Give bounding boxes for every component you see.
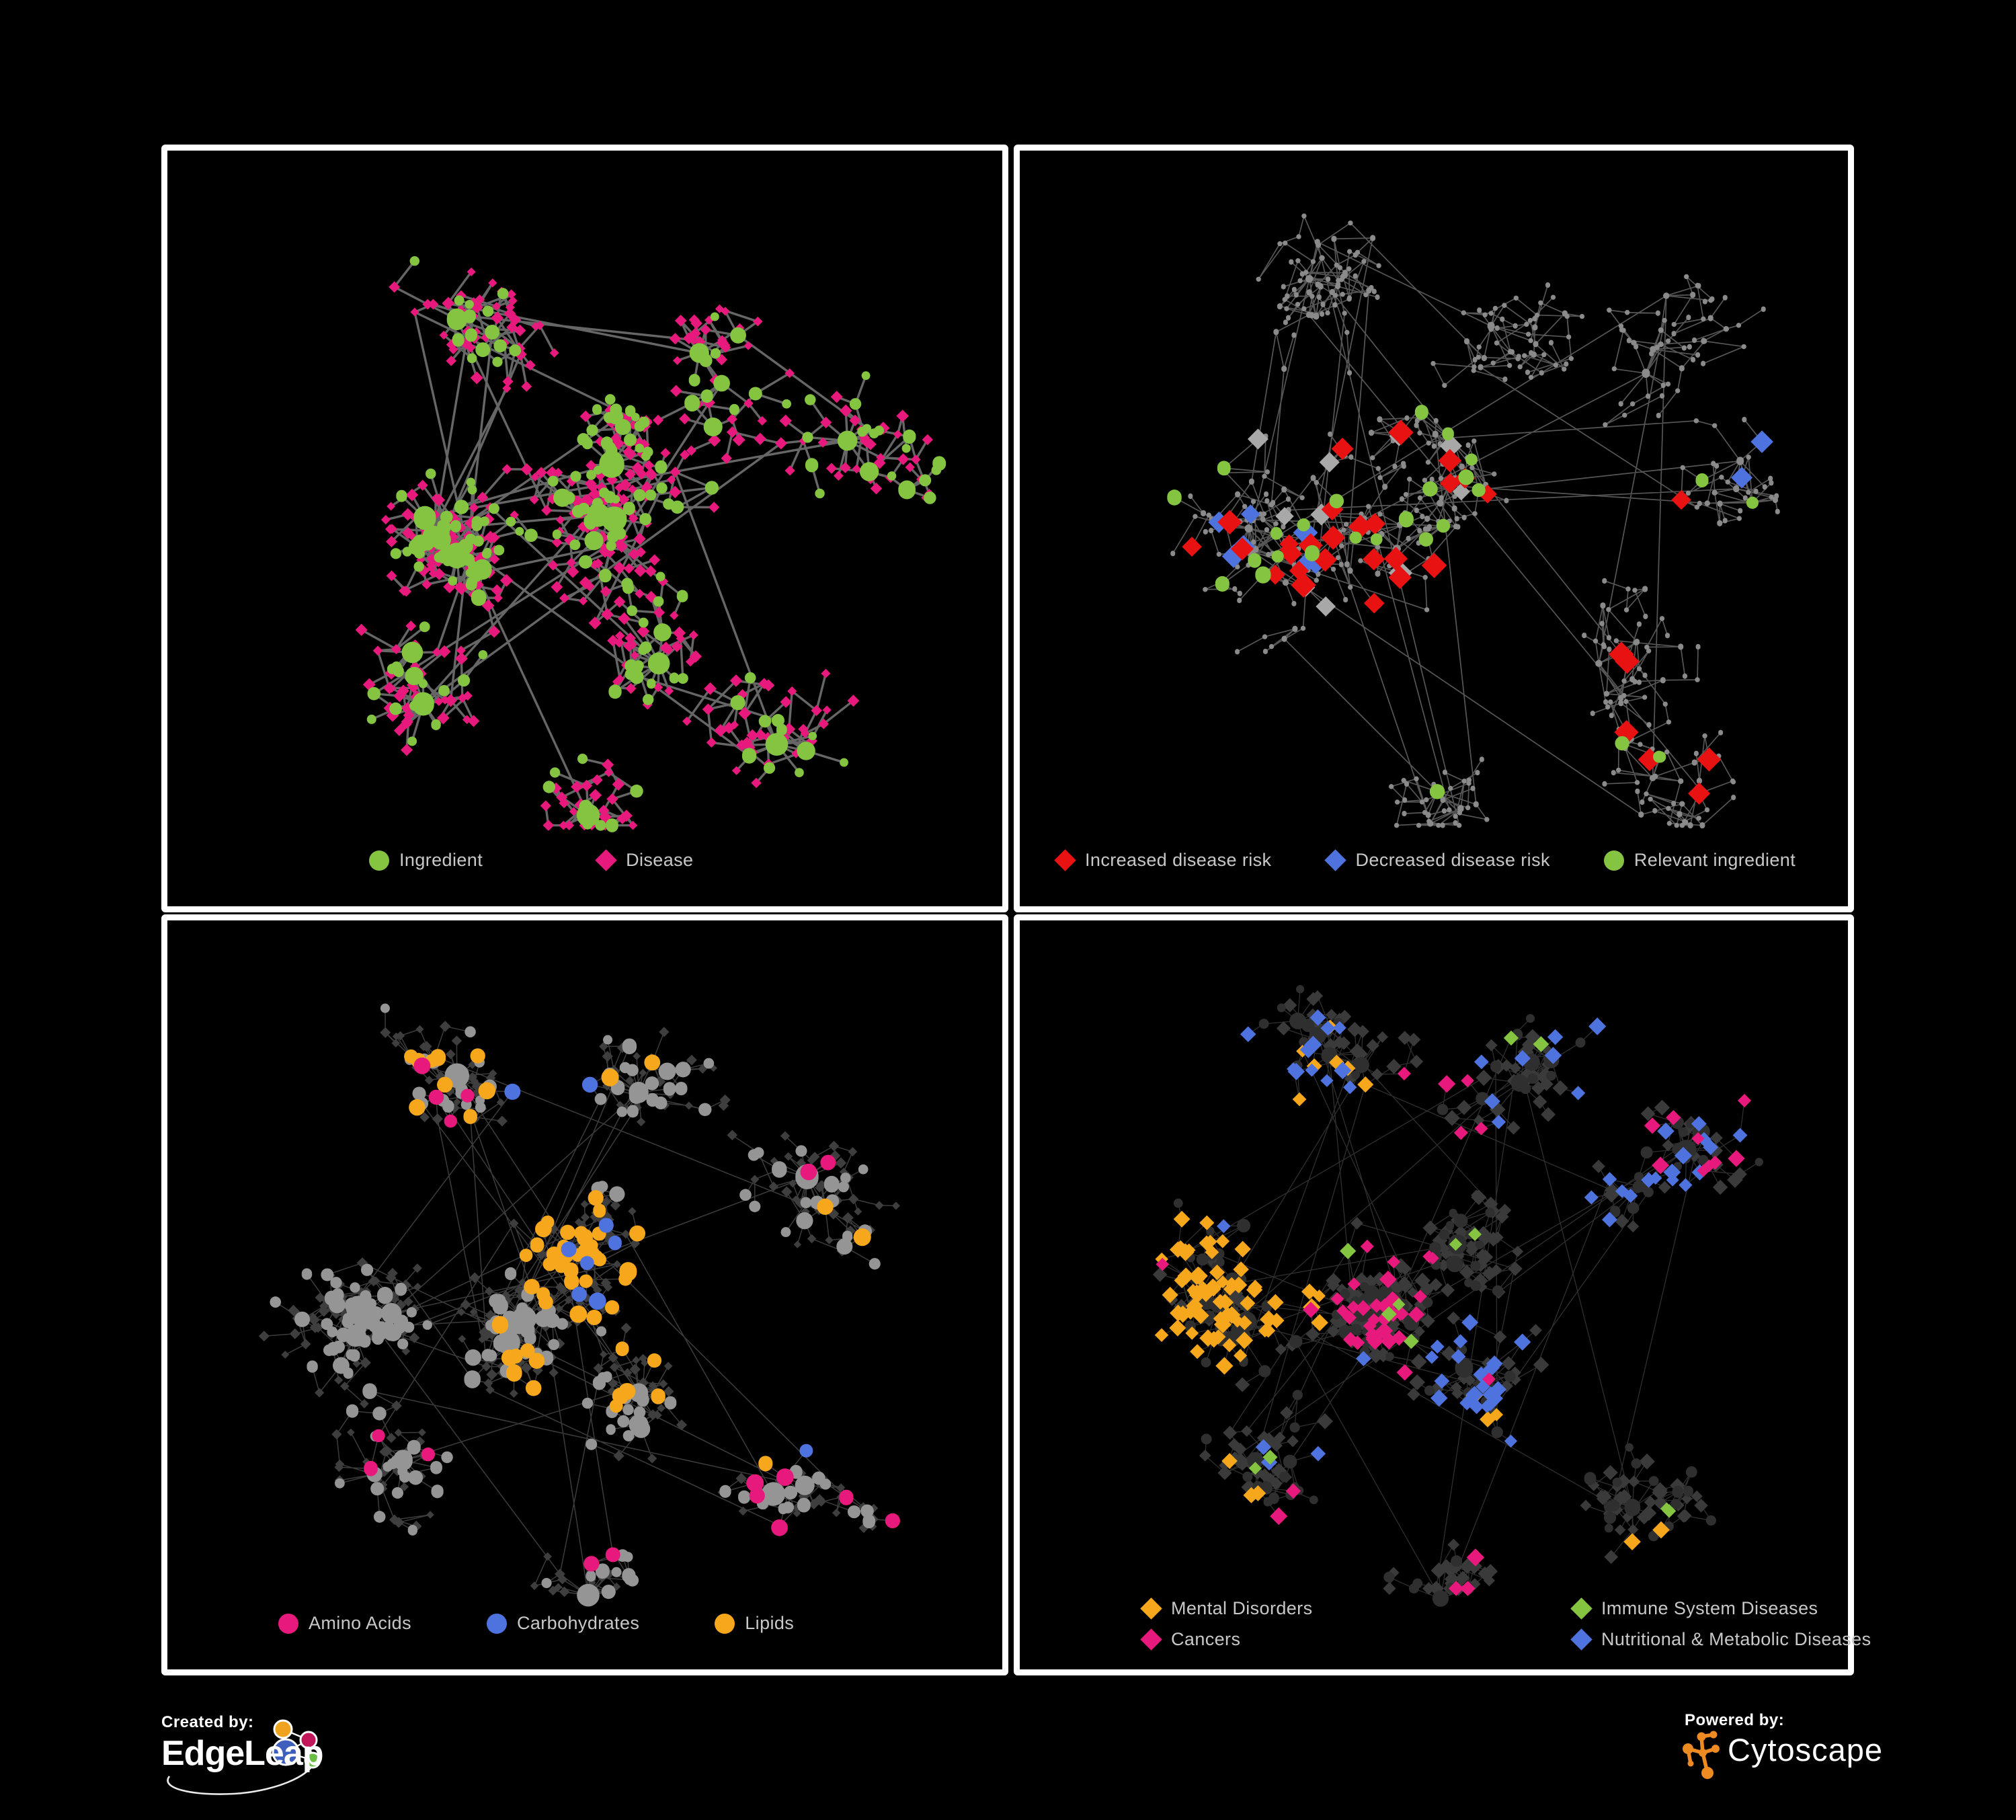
network-svg-1: [1167, 213, 1780, 829]
legend-ingredient-disease: Ingredient Disease: [369, 849, 694, 871]
panel-ingredient-classes: Amino Acids Carbohydrates Lipids: [161, 914, 1008, 1675]
legend-item-amino-acids: Amino Acids: [278, 1613, 411, 1634]
legend-label-disease: Disease: [626, 850, 694, 870]
created-by-label: Created by:: [161, 1713, 254, 1731]
legend-item-ingredient: Ingredient: [369, 850, 483, 871]
legend-item-decreased-risk: Decreased disease risk: [1324, 849, 1550, 871]
mental-disorders-diamond-icon: [1139, 1597, 1162, 1620]
legend-item-lipids: Lipids: [715, 1613, 794, 1634]
legend-label-immune-diseases: Immune System Diseases: [1601, 1598, 1818, 1618]
relevant-ingredient-circle-icon: [1603, 850, 1624, 871]
decreased-risk-diamond-icon: [1324, 849, 1346, 871]
cytoscape-logo-icon: [1683, 1731, 1720, 1779]
legend-label-ingredient: Ingredient: [399, 850, 483, 870]
legend-item-mental-disorders: Mental Disorders: [1139, 1597, 1571, 1620]
legend-label-decreased-risk: Decreased disease risk: [1355, 850, 1550, 870]
nutritional-diseases-diamond-icon: [1570, 1628, 1592, 1651]
legend-label-nutritional-diseases: Nutritional & Metabolic Diseases: [1601, 1629, 1871, 1649]
legend-item-relevant-ingredient: Relevant ingredient: [1603, 850, 1796, 871]
legend-ingredient-classes: Amino Acids Carbohydrates Lipids: [278, 1613, 794, 1634]
network-svg-3: [1152, 985, 1763, 1607]
network-svg-0: [355, 255, 946, 832]
network-svg-2: [258, 1003, 900, 1607]
panel-ingredient-disease: Ingredient Disease: [161, 145, 1008, 912]
cytoscape-brand: Cytoscape: [1728, 1732, 1884, 1768]
lipids-circle-icon: [715, 1613, 735, 1634]
cancers-diamond-icon: [1139, 1628, 1162, 1651]
legend-item-carbohydrates: Carbohydrates: [486, 1613, 640, 1634]
immune-diseases-diamond-icon: [1570, 1597, 1592, 1620]
panel-disease-classes: Mental Disorders Immune System Diseases …: [1014, 914, 1871, 1675]
powered-by-block: Powered by: Cytoscape: [1681, 1711, 1896, 1798]
legend-label-lipids: Lipids: [745, 1613, 795, 1633]
legend-item-nutritional-diseases: Nutritional & Metabolic Diseases: [1570, 1628, 1871, 1651]
created-by-block: Created by: EdgeLeap: [161, 1713, 390, 1814]
legend-label-carbohydrates: Carbohydrates: [516, 1613, 640, 1633]
ingredient-circle-icon: [369, 850, 389, 871]
legend-disease-risk: Increased disease risk Decreased disease…: [1053, 849, 1796, 871]
legend-item-cancers: Cancers: [1139, 1628, 1571, 1651]
legend-item-increased-risk: Increased disease risk: [1053, 849, 1272, 871]
disease-diamond-icon: [594, 849, 617, 871]
edgeleap-brand: EdgeLeap: [161, 1734, 323, 1773]
legend-label-mental-disorders: Mental Disorders: [1171, 1598, 1313, 1618]
carbohydrates-circle-icon: [486, 1613, 507, 1634]
edgeleap-logo-icon: [167, 1719, 321, 1795]
increased-risk-diamond-icon: [1053, 849, 1076, 871]
legend-label-amino-acids: Amino Acids: [309, 1613, 411, 1633]
panel-disease-risk: Increased disease risk Decreased disease…: [1014, 145, 1854, 912]
legend-label-cancers: Cancers: [1171, 1629, 1241, 1649]
legend-item-immune-diseases: Immune System Diseases: [1570, 1597, 1871, 1620]
amino-acids-circle-icon: [278, 1613, 298, 1634]
legend-label-relevant-ingredient: Relevant ingredient: [1634, 850, 1796, 870]
powered-by-label: Powered by:: [1685, 1711, 1785, 1729]
legend-disease-classes: Mental Disorders Immune System Diseases …: [1139, 1597, 1871, 1651]
legend-item-disease: Disease: [594, 849, 694, 871]
legend-label-increased-risk: Increased disease risk: [1085, 850, 1272, 870]
